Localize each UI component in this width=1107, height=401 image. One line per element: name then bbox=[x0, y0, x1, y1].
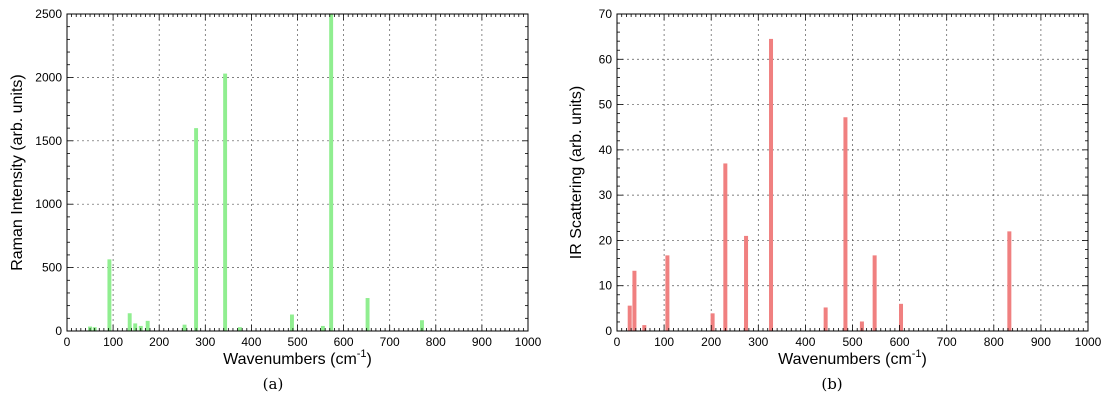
ir-chart-panel: 0 100 200 300 400 500 600 700 800 900 1000 0 10 20 30 4… bbox=[568, 7, 1102, 393]
ir-bar bbox=[723, 163, 728, 331]
raman-bar bbox=[237, 327, 242, 331]
raman-y-tick-label: 2500 bbox=[35, 7, 62, 21]
raman-bar bbox=[329, 14, 334, 331]
ir-x-tick-label: 700 bbox=[937, 335, 957, 349]
raman-x-tick-label: 800 bbox=[426, 335, 446, 349]
ir-x-tick-label: 0 bbox=[614, 335, 621, 349]
raman-x-tick-label: 300 bbox=[195, 335, 215, 349]
raman-bar bbox=[127, 313, 132, 331]
raman-bar bbox=[182, 324, 187, 331]
raman-y-tick-label: 1500 bbox=[35, 134, 62, 148]
raman-grid bbox=[67, 14, 528, 331]
ir-y-tick-label: 0 bbox=[605, 324, 612, 338]
raman-x-tick-label: 100 bbox=[103, 335, 123, 349]
ir-bar bbox=[665, 255, 670, 331]
ir-bar bbox=[642, 325, 647, 331]
ir-x-tick-label: 100 bbox=[654, 335, 674, 349]
ir-x-tick-label: 300 bbox=[748, 335, 768, 349]
raman-bar bbox=[365, 298, 370, 331]
ir-bars bbox=[627, 38, 1012, 332]
ir-grid bbox=[617, 14, 1088, 331]
raman-y-tick-label: 500 bbox=[42, 261, 62, 275]
raman-x-tick-label: 200 bbox=[149, 335, 169, 349]
ir-bar bbox=[769, 38, 774, 332]
raman-panel-caption: (a) bbox=[263, 375, 284, 393]
ir-y-tick-label: 40 bbox=[599, 143, 613, 157]
raman-bar bbox=[320, 325, 325, 331]
raman-bar bbox=[420, 320, 424, 331]
ir-bar bbox=[1007, 231, 1012, 331]
ir-x-tick-label: 800 bbox=[984, 335, 1004, 349]
ir-y-tick-label: 10 bbox=[599, 279, 613, 293]
raman-bar bbox=[133, 323, 138, 331]
ir-bar bbox=[823, 307, 828, 331]
raman-x-tick-label: 1000 bbox=[515, 335, 542, 349]
ir-x-tick-label: 400 bbox=[795, 335, 815, 349]
ir-x-axis-label: Wavenumbers (cm-1) bbox=[778, 348, 927, 368]
raman-bar bbox=[107, 259, 112, 331]
ir-x-tick-label: 1000 bbox=[1075, 335, 1102, 349]
ir-bar bbox=[744, 235, 749, 331]
ir-minor-ticks bbox=[616, 13, 1089, 332]
raman-y-tick-label: 0 bbox=[55, 324, 62, 338]
raman-y-axis-label: Raman Intensity (arb. units) bbox=[9, 74, 26, 271]
ir-y-tick-label: 70 bbox=[599, 7, 613, 21]
raman-x-tick-label: 400 bbox=[241, 335, 261, 349]
raman-y-tick-label: 2000 bbox=[35, 70, 62, 84]
raman-minor-ticks bbox=[66, 13, 529, 332]
raman-bar bbox=[223, 73, 228, 331]
raman-bars bbox=[88, 14, 424, 331]
raman-x-tick-label: 700 bbox=[380, 335, 400, 349]
ir-plot-frame bbox=[616, 13, 1089, 332]
raman-plot-frame bbox=[66, 13, 529, 332]
raman-y-tick-label: 1000 bbox=[35, 197, 62, 211]
ir-x-tick-label: 500 bbox=[842, 335, 862, 349]
raman-bar bbox=[145, 320, 150, 331]
ir-y-tick-label: 30 bbox=[599, 188, 613, 202]
ir-y-tick-label: 50 bbox=[599, 98, 613, 112]
ir-bar bbox=[899, 303, 904, 331]
raman-x-tick-label: 900 bbox=[472, 335, 492, 349]
ir-bar bbox=[627, 305, 632, 331]
ir-x-tick-label: 600 bbox=[890, 335, 910, 349]
raman-bar bbox=[194, 128, 199, 331]
ir-y-tick-label: 60 bbox=[599, 52, 613, 66]
raman-x-tick-label: 600 bbox=[334, 335, 354, 349]
raman-bar bbox=[290, 314, 294, 331]
ir-x-tick-label: 900 bbox=[1031, 335, 1051, 349]
ir-y-tick-label: 20 bbox=[599, 233, 613, 247]
ir-bar bbox=[872, 255, 877, 331]
raman-chart-panel: 0 100 200 300 400 500 600 700 800 900 1000 0 500 1000… bbox=[9, 7, 542, 393]
ir-bar bbox=[710, 313, 715, 331]
raman-x-tick-label: 500 bbox=[287, 335, 307, 349]
ir-bar bbox=[843, 117, 848, 331]
raman-x-axis-label: Wavenumbers (cm-1) bbox=[223, 348, 372, 368]
ir-panel-caption: (b) bbox=[821, 375, 842, 393]
raman-x-tick-label: 0 bbox=[64, 335, 71, 349]
ir-bar bbox=[632, 270, 637, 331]
ir-x-tick-label: 200 bbox=[701, 335, 721, 349]
ir-bar bbox=[859, 321, 864, 331]
ir-y-axis-label: IR Scattering (arb. units) bbox=[568, 86, 585, 259]
